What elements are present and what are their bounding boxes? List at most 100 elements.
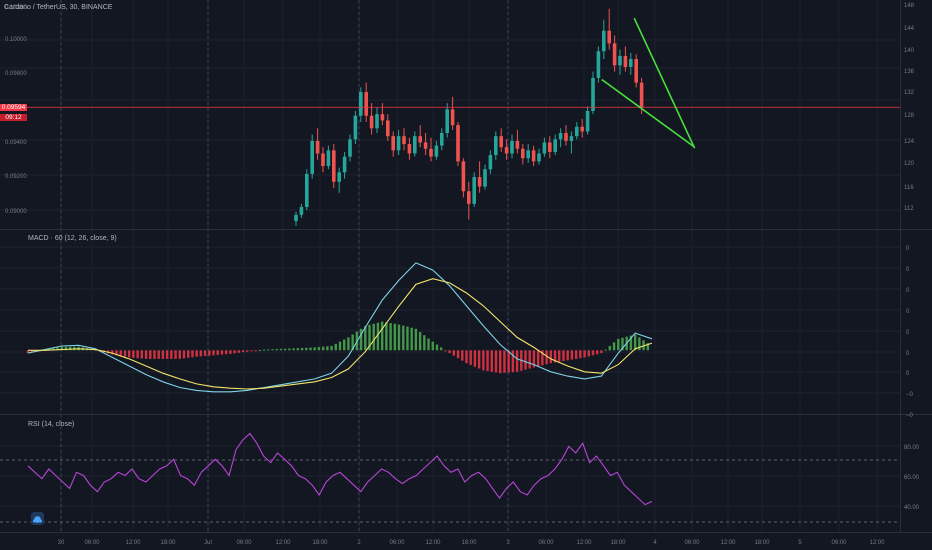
price-pane[interactable] bbox=[0, 8, 900, 226]
histogram-bar bbox=[258, 350, 262, 352]
wedge-trendline[interactable] bbox=[633, 17, 696, 149]
histogram-bar bbox=[267, 349, 270, 351]
candle[interactable] bbox=[380, 114, 385, 121]
histogram-bar bbox=[600, 350, 603, 354]
candle[interactable] bbox=[521, 148, 525, 159]
histogram-bar bbox=[283, 348, 287, 351]
grid bbox=[0, 0, 900, 532]
candle[interactable] bbox=[542, 142, 547, 154]
candle[interactable] bbox=[537, 153, 541, 162]
candle[interactable] bbox=[575, 126, 579, 137]
candle[interactable] bbox=[623, 55, 628, 67]
x-axis-tick-label: 06:00 bbox=[236, 540, 252, 546]
candle[interactable] bbox=[494, 136, 498, 156]
histogram-bar bbox=[165, 350, 169, 359]
histogram-bar bbox=[646, 343, 649, 351]
rsi-pane[interactable] bbox=[0, 432, 900, 523]
candle[interactable] bbox=[461, 161, 466, 192]
candle[interactable] bbox=[294, 214, 298, 222]
right-axis-tick-label: 116 bbox=[904, 185, 914, 191]
candle[interactable] bbox=[483, 169, 487, 187]
x-axis-tick-label: 06:00 bbox=[684, 540, 700, 546]
candle[interactable] bbox=[526, 150, 530, 159]
candle[interactable] bbox=[504, 147, 509, 154]
candle[interactable] bbox=[326, 150, 331, 167]
candle[interactable] bbox=[407, 144, 412, 154]
candle[interactable] bbox=[353, 115, 358, 140]
candle[interactable] bbox=[434, 145, 439, 157]
histogram-bar bbox=[170, 350, 173, 359]
candle[interactable] bbox=[456, 125, 460, 162]
candle[interactable] bbox=[472, 177, 476, 204]
histogram-bar bbox=[178, 350, 181, 359]
candle[interactable] bbox=[596, 51, 601, 78]
histogram-bar bbox=[423, 335, 426, 351]
price-axis-tick-label: 0.09400 bbox=[5, 140, 27, 146]
candle[interactable] bbox=[418, 136, 422, 143]
candle[interactable] bbox=[342, 156, 347, 173]
candle[interactable] bbox=[629, 59, 633, 67]
candle[interactable] bbox=[558, 133, 563, 140]
candle[interactable] bbox=[305, 173, 309, 207]
price-axis-tick-label: 0.10200 bbox=[5, 5, 27, 11]
candle[interactable] bbox=[585, 110, 590, 132]
candle[interactable] bbox=[315, 140, 320, 154]
candle[interactable] bbox=[402, 136, 406, 145]
candle[interactable] bbox=[299, 206, 304, 215]
candle[interactable] bbox=[499, 136, 503, 148]
candle[interactable] bbox=[369, 115, 374, 129]
histogram-bar bbox=[448, 350, 451, 354]
candle[interactable] bbox=[445, 109, 449, 134]
candle[interactable] bbox=[515, 140, 520, 149]
candle[interactable] bbox=[618, 55, 622, 66]
histogram-bar bbox=[119, 350, 122, 357]
candle[interactable] bbox=[359, 92, 363, 116]
candle[interactable] bbox=[564, 133, 568, 141]
tradingview-logo-icon[interactable] bbox=[31, 512, 44, 525]
candle[interactable] bbox=[591, 77, 595, 111]
candle[interactable] bbox=[375, 114, 379, 129]
histogram-bar bbox=[389, 323, 392, 351]
candle[interactable] bbox=[580, 126, 584, 132]
signal-line[interactable] bbox=[28, 278, 653, 390]
candle[interactable] bbox=[396, 136, 401, 151]
candle[interactable] bbox=[310, 140, 314, 174]
candle[interactable] bbox=[450, 109, 455, 126]
macd-line[interactable] bbox=[27, 262, 653, 393]
candle[interactable] bbox=[467, 191, 471, 204]
candle[interactable] bbox=[440, 133, 444, 146]
candle[interactable] bbox=[348, 139, 352, 157]
wedge-trendline[interactable] bbox=[601, 78, 696, 148]
right-axis-tick-label: 112 bbox=[904, 206, 914, 212]
histogram-bar bbox=[229, 350, 232, 354]
candle[interactable] bbox=[602, 30, 606, 52]
histogram-bar bbox=[562, 350, 565, 362]
candle[interactable] bbox=[423, 142, 428, 149]
candle[interactable] bbox=[531, 150, 536, 162]
candle[interactable] bbox=[364, 92, 368, 116]
candle[interactable] bbox=[569, 136, 574, 141]
histogram-bar bbox=[182, 350, 186, 359]
candle[interactable] bbox=[607, 30, 611, 44]
histogram-bar bbox=[220, 350, 224, 355]
candle[interactable] bbox=[548, 142, 552, 152]
candle[interactable] bbox=[413, 136, 417, 154]
candle[interactable] bbox=[612, 43, 617, 66]
histogram-bar bbox=[473, 350, 477, 367]
candle[interactable] bbox=[634, 59, 638, 83]
candle[interactable] bbox=[639, 82, 644, 108]
candle[interactable] bbox=[477, 177, 482, 187]
histogram-bar bbox=[115, 350, 118, 356]
candle[interactable] bbox=[391, 136, 395, 151]
candle[interactable] bbox=[386, 120, 390, 137]
candle[interactable] bbox=[488, 155, 493, 170]
macd-pane[interactable] bbox=[26, 262, 653, 393]
rsi-line[interactable] bbox=[27, 432, 653, 506]
candle[interactable] bbox=[337, 172, 341, 182]
candle[interactable] bbox=[553, 139, 557, 152]
candle[interactable] bbox=[429, 148, 433, 157]
candle[interactable] bbox=[332, 150, 336, 182]
candle[interactable] bbox=[321, 153, 325, 167]
candle[interactable] bbox=[510, 140, 514, 154]
